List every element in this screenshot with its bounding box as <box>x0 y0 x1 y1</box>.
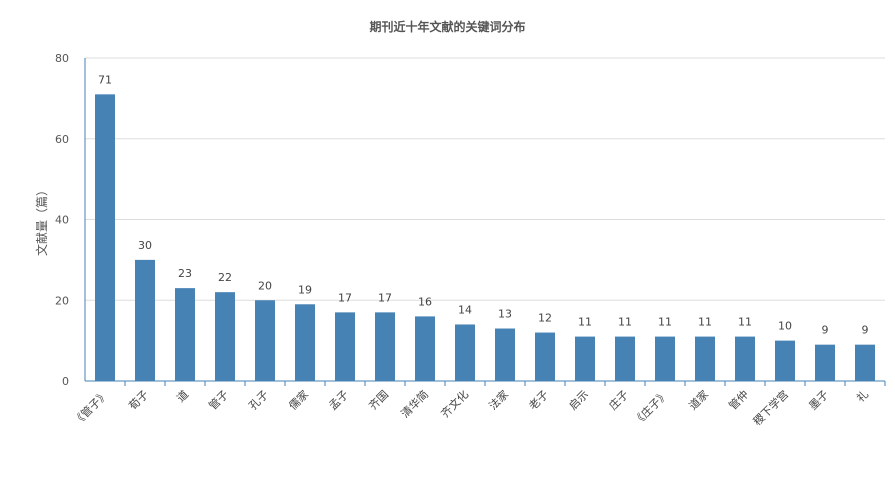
y-tick-label: 60 <box>55 133 69 146</box>
x-tick-label: 孔子 <box>246 388 271 413</box>
bar <box>255 300 275 381</box>
bar <box>455 324 475 381</box>
x-tick-label: 孟子 <box>326 388 351 413</box>
y-tick-label: 20 <box>55 294 69 307</box>
bar <box>295 304 315 381</box>
data-label: 30 <box>138 239 152 252</box>
data-label: 17 <box>338 291 352 304</box>
bar <box>615 336 635 381</box>
bar <box>775 340 795 381</box>
y-tick-label: 80 <box>55 52 69 65</box>
x-tick-label: 儒家 <box>286 387 311 412</box>
x-tick-label: 管子 <box>206 387 231 412</box>
data-label: 13 <box>498 308 512 321</box>
data-label: 19 <box>298 283 312 296</box>
y-tick-label: 0 <box>62 375 69 388</box>
data-label: 11 <box>578 316 592 329</box>
data-label: 14 <box>458 303 472 316</box>
bar <box>375 312 395 381</box>
bar <box>135 259 155 381</box>
x-tick-label: 道 <box>173 387 191 405</box>
x-tick-label: 墨子 <box>806 388 831 413</box>
bar <box>815 344 835 381</box>
data-label: 23 <box>178 267 192 280</box>
data-label: 10 <box>778 320 792 333</box>
data-label: 20 <box>258 279 272 292</box>
x-tick-label: 法家 <box>486 387 511 412</box>
x-tick-label: 荀子 <box>126 388 151 413</box>
x-tick-label: 道家 <box>686 387 711 412</box>
grid-lines <box>85 57 885 301</box>
bar <box>415 316 435 381</box>
data-label: 11 <box>738 316 752 329</box>
data-label: 16 <box>418 295 432 308</box>
x-tick-label: 老子 <box>526 388 551 413</box>
bar <box>215 292 235 381</box>
x-tick-label: 礼 <box>853 387 871 405</box>
data-label: 9 <box>822 324 829 337</box>
y-axis-title: 文献量（篇） <box>34 184 49 256</box>
bar <box>175 288 195 381</box>
chart-title: 期刊近十年文献的关键词分布 <box>369 20 526 34</box>
data-label: 12 <box>538 312 552 325</box>
data-label: 22 <box>218 271 232 284</box>
x-tick-label: 清华简 <box>398 387 431 420</box>
x-tick-label: 管仲 <box>726 387 751 412</box>
bar <box>735 336 755 381</box>
data-label: 11 <box>698 316 712 329</box>
x-tick-label: 《管子》 <box>70 387 111 428</box>
x-tick-label: 庄子 <box>606 387 631 412</box>
data-label: 9 <box>862 324 869 337</box>
bar <box>855 344 875 381</box>
bar <box>95 94 115 382</box>
bar <box>535 332 555 381</box>
axes <box>84 58 886 386</box>
bars <box>95 94 875 382</box>
data-label: 17 <box>378 291 392 304</box>
x-tick-label: 齐文化 <box>438 387 471 420</box>
y-tick-label: 40 <box>55 214 69 227</box>
x-tick-label: 启示 <box>566 388 591 413</box>
data-label: 71 <box>98 73 112 86</box>
data-label: 11 <box>618 316 632 329</box>
bar <box>495 328 515 381</box>
bar <box>695 336 715 381</box>
bar <box>575 336 595 381</box>
x-tick-label: 齐国 <box>366 387 391 412</box>
bar <box>655 336 675 381</box>
x-tick-label: 稷下学宫 <box>750 387 791 428</box>
x-tick-label: 《庄子》 <box>630 387 671 428</box>
data-label: 11 <box>658 316 672 329</box>
bar <box>335 312 355 381</box>
